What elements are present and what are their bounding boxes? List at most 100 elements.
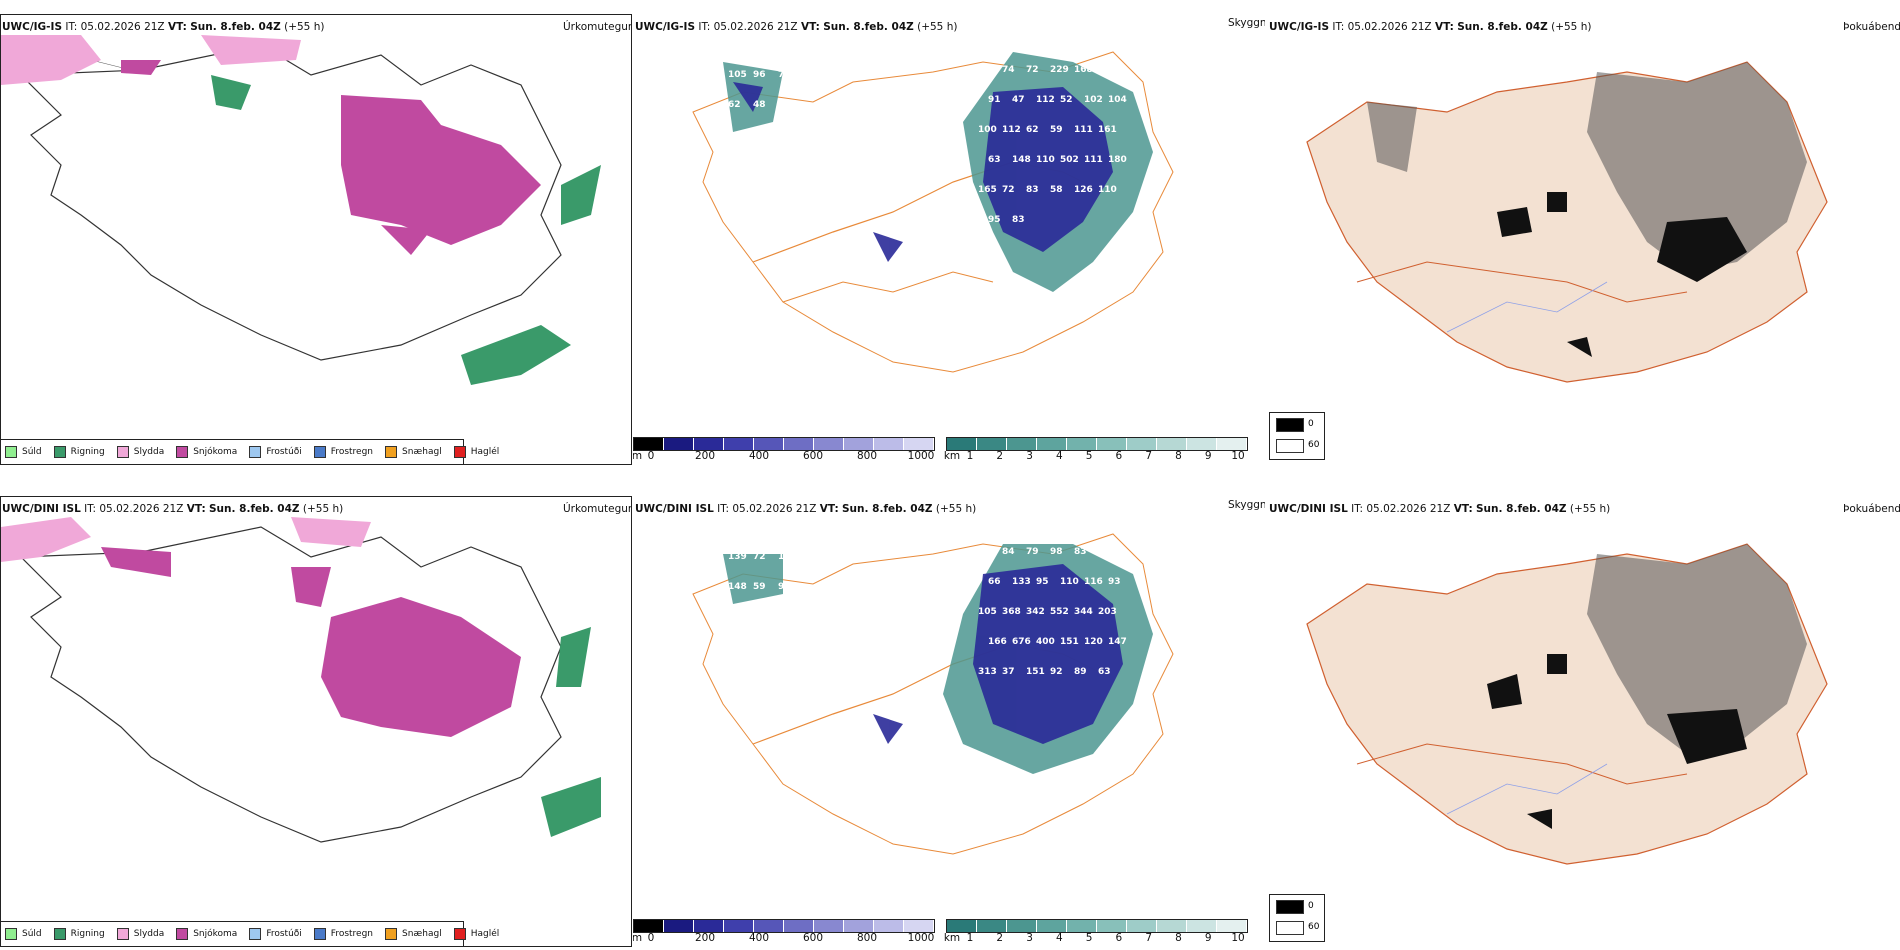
colorbar-segment [947, 438, 977, 450]
ceiling-ticks: m 0 200 400 600 800 1000 [633, 932, 934, 946]
legend-item: Frostregn [313, 928, 373, 940]
ceiling-value-label: 111 [1084, 155, 1103, 165]
visibility-panel-1: UWC/IG-IS IT: 05.02.2026 21Z VT: Sun. 8.… [633, 0, 1265, 465]
colorbar-segment [694, 438, 724, 450]
colorbar-segment [664, 438, 694, 450]
colorbar-segment [754, 438, 784, 450]
visibility-ticks: km 1 2 3 4 5 6 7 8 9 10 [944, 450, 1246, 464]
colorbar-segment [724, 438, 754, 450]
legend-swatch [5, 928, 17, 940]
colorbar-segment [1127, 920, 1157, 932]
legend-label: Rigning [70, 447, 105, 457]
colorbar-segment [754, 920, 784, 932]
ceiling-value-label: 152 [978, 65, 997, 75]
variable-name: Skyggni [1228, 17, 1265, 29]
fog-legend: 0 60 [1269, 894, 1325, 942]
ceiling-value-label: 203 [1098, 607, 1117, 617]
legend-label: Snjókoma [193, 929, 238, 939]
ceiling-value-label: 83 [1074, 547, 1087, 557]
visibility-panel-2: UWC/DINI ISL IT: 05.02.2026 21Z VT: Sun.… [633, 482, 1265, 947]
colorbar-segment [874, 438, 904, 450]
ceiling-value-label: 79 [1026, 547, 1039, 557]
visibility-tick-label: 7 [1145, 450, 1152, 462]
ceiling-value-label: 58 [1050, 185, 1063, 195]
ceiling-value-label: 110 [1098, 185, 1117, 195]
visibility-tick-label: 6 [1115, 450, 1123, 462]
legend-swatch [385, 928, 398, 940]
ceiling-value-label: 93 [1108, 577, 1121, 587]
legend-label: Snæhagl [402, 929, 442, 939]
ceiling-value-label: 63 [988, 155, 1001, 165]
colorbar-segment [977, 438, 1007, 450]
visibility-tick-label: 2 [996, 932, 1004, 944]
colorbar-segment [1187, 438, 1217, 450]
legend-label: Haglél [470, 447, 500, 457]
colorbar-segment [1007, 438, 1037, 450]
variable-name: Úrkomutegund [563, 21, 632, 33]
ceiling-tick-label: 200 [694, 932, 716, 944]
legend-item: Slydda [116, 928, 164, 940]
ceiling-value-label: 76 [978, 547, 991, 557]
ceiling-value-label: 98 [1050, 547, 1063, 557]
ceiling-value-label: 75 [1098, 65, 1111, 75]
ceiling-value-label: 368 [1002, 607, 1021, 617]
legend-item: Súld [5, 928, 42, 940]
legend-label: 0 [1308, 901, 1314, 911]
legend-swatch [453, 928, 466, 940]
visibility-ticks: km 1 2 3 4 5 6 7 8 9 10 [944, 932, 1246, 946]
visibility-colorbar [946, 919, 1248, 933]
colorbar-segment [1067, 920, 1097, 932]
ceiling-tick-label: 400 [748, 932, 770, 944]
colorbar-segment [814, 920, 844, 932]
ceiling-value-label: 180 [1108, 155, 1127, 165]
visibility-tick-label: 9 [1204, 450, 1212, 462]
legend-label: Frostregn [330, 447, 374, 457]
legend-label: 0 [1308, 419, 1314, 429]
ceiling-value-label: 104 [1108, 95, 1127, 105]
variable-name: Skyggni [1228, 499, 1265, 511]
legend-swatch [249, 446, 262, 458]
precip-type-panel-1: UWC/IG-IS IT: 05.02.2026 21Z VT: Sun. 8.… [0, 0, 632, 465]
colorbar-segment [784, 438, 814, 450]
ceiling-value-label: 95 [1036, 577, 1049, 587]
visibility-tick-label: 3 [1026, 932, 1033, 944]
ceiling-value-label: 145 [778, 100, 797, 110]
panel-header: UWC/DINI ISL IT: 05.02.2026 21Z VT: Sun.… [2, 503, 344, 515]
ceiling-value-label: 139 [728, 552, 747, 562]
ceiling-value-label: 342 [1026, 607, 1045, 617]
colorbar-segment [1097, 438, 1127, 450]
ceiling-value-label: 147 [1108, 637, 1127, 647]
ceiling-value-label: 116 [1084, 577, 1103, 587]
ceiling-value-label: 96 [753, 70, 766, 80]
ceiling-value-label: 110 [1060, 577, 1079, 587]
ceiling-value-label: 120 [1084, 637, 1103, 647]
ceiling-value-label: 166 [988, 637, 1007, 647]
ceiling-value-label: 126 [1074, 185, 1093, 195]
legend-label: Snjókoma [193, 447, 238, 457]
visibility-tick-label: 4 [1055, 932, 1063, 944]
visibility-tick-label: 9 [1204, 932, 1212, 944]
visibility-tick-label: 10 [1231, 932, 1245, 944]
ceiling-tick-label: 800 [856, 450, 878, 462]
ceiling-value-label: 400 [1036, 637, 1055, 647]
fog-legend: 0 60 [1269, 412, 1325, 460]
ceiling-value-label: 63 [1098, 667, 1111, 677]
legend-swatch [1276, 418, 1304, 432]
legend-swatch [249, 928, 262, 940]
ceiling-value-label: 313 [978, 667, 997, 677]
iceland-visibility-map: 105 96 73 62 48 145 152 74 72 229 168 75 91 47 112 52 10… [692, 51, 1174, 373]
ceiling-value-label: 676 [1012, 637, 1031, 647]
ceiling-value-label: 72 [1026, 65, 1039, 75]
ceiling-value-label: 59 [1050, 125, 1063, 135]
ceiling-value-label: 37 [1002, 667, 1015, 677]
ceiling-tick-label: 0 [647, 450, 655, 462]
legend-label: 60 [1308, 440, 1320, 450]
visibility-tick-label: 5 [1085, 932, 1093, 944]
legend-swatch [176, 446, 189, 458]
colorbar-segment [1037, 438, 1067, 450]
legend-label: Snæhagl [402, 447, 442, 457]
legend-swatch [313, 928, 326, 940]
visibility-tick-label: 7 [1145, 932, 1152, 944]
ceiling-value-label: 83 [1012, 215, 1025, 225]
legend-item: Frostúði [249, 928, 302, 940]
